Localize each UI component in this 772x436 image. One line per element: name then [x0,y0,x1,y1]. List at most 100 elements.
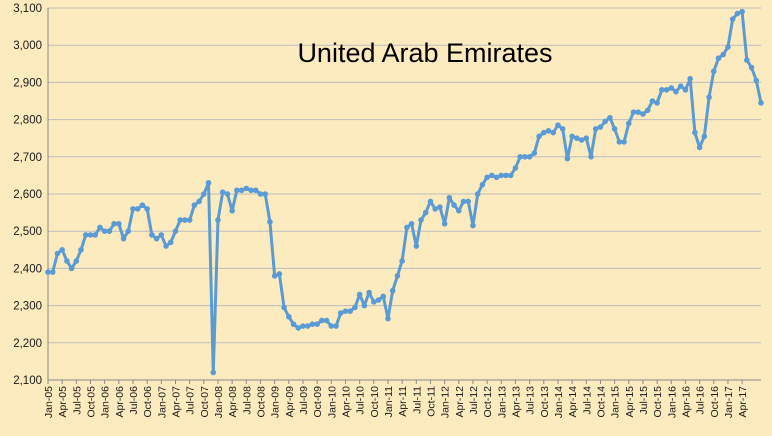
data-point [163,243,169,249]
data-point [559,126,566,132]
data-point [87,232,94,238]
data-point [323,317,330,324]
data-point [182,217,188,223]
x-tick-label: Jan-17 [723,386,735,418]
data-point [111,220,117,227]
data-point [172,228,179,234]
data-point [484,174,490,181]
data-point [158,232,165,238]
x-tick-label: Oct-16 [709,386,721,418]
data-point [347,308,354,314]
data-point [673,88,679,95]
x-tick-label: Apr-17 [737,386,749,418]
data-point [304,323,311,329]
data-point [753,77,760,84]
data-point [540,129,547,136]
data-point [739,8,745,15]
data-point [238,187,245,194]
data-point [729,16,736,22]
x-tick-label: Apr-10 [340,386,352,418]
data-point [177,217,184,223]
x-tick-label: Jul-08 [241,386,253,415]
x-tick-label: Apr-09 [284,386,296,418]
y-tick-label: 2,500 [13,226,42,238]
data-point [371,299,377,305]
data-point [630,109,637,115]
data-point [375,297,382,303]
data-point [625,120,632,127]
data-point [120,235,127,242]
data-point [725,44,731,50]
x-tick-label: Apr-14 [567,386,579,418]
data-point [78,247,84,253]
data-point [130,206,136,212]
data-point [366,289,372,296]
x-tick-label: Jul-11 [411,386,423,414]
x-tick-label: Apr-12 [454,386,466,418]
data-point [465,198,472,205]
data-point [361,302,368,309]
data-point [503,172,509,179]
data-point [196,198,202,205]
data-point [668,85,675,91]
data-point [507,172,514,179]
y-tick-label: 2,600 [13,189,42,201]
data-point [64,258,70,264]
data-point [611,126,618,132]
data-point [578,137,585,143]
x-tick-label: Apr-08 [227,386,239,418]
x-tick-label: Jan-07 [156,386,168,418]
data-point [186,217,193,223]
data-point [456,207,462,214]
x-axis-tick-labels: Jan-05 Apr-05 Jul-05 Oct-05 Jan-06 Apr-06 Jul-… [43,386,749,418]
data-point [493,174,500,181]
data-point [602,118,608,125]
x-tick-label: Oct-15 [652,386,664,418]
data-point [545,127,552,134]
data-point [550,129,557,136]
x-tick-label: Apr-16 [680,386,692,418]
x-tick-label: Apr-07 [170,386,182,418]
data-point [337,310,344,316]
x-tick-label: Apr-06 [114,386,126,418]
x-tick-label: Jul-10 [355,386,367,415]
data-point [583,135,590,141]
data-point [68,265,75,272]
data-point [149,232,155,238]
x-tick-label: Jan-11 [383,386,395,417]
data-point [607,114,613,121]
data-point [234,187,240,194]
data-point [210,369,217,376]
x-tick-label: Oct-05 [85,386,97,418]
data-point [252,187,259,194]
data-point [446,194,453,201]
data-point [640,111,646,117]
y-tick-label: 3,100 [13,3,42,15]
data-point [706,94,712,101]
data-point [125,228,132,234]
x-tick-label: Jan-08 [213,386,225,418]
y-tick-label: 2,300 [13,301,42,313]
x-tick-label: Apr-11 [397,386,409,417]
data-point [408,220,415,227]
data-point [191,202,198,208]
data-point [224,191,231,197]
x-tick-label: Oct-11 [425,386,437,417]
y-tick-label: 3,000 [13,40,42,52]
data-point [49,269,56,275]
data-point [451,202,457,208]
data-point [536,133,542,140]
x-tick-label: Jan-15 [610,386,622,418]
x-tick-label: Apr-15 [624,386,636,418]
data-point [248,187,254,194]
data-point [45,269,51,275]
data-point [696,144,703,151]
data-point [701,133,708,140]
data-point [281,304,287,311]
data-point [687,75,693,82]
data-point [328,323,335,329]
data-point [139,202,146,208]
y-tick-label: 2,800 [13,115,42,127]
